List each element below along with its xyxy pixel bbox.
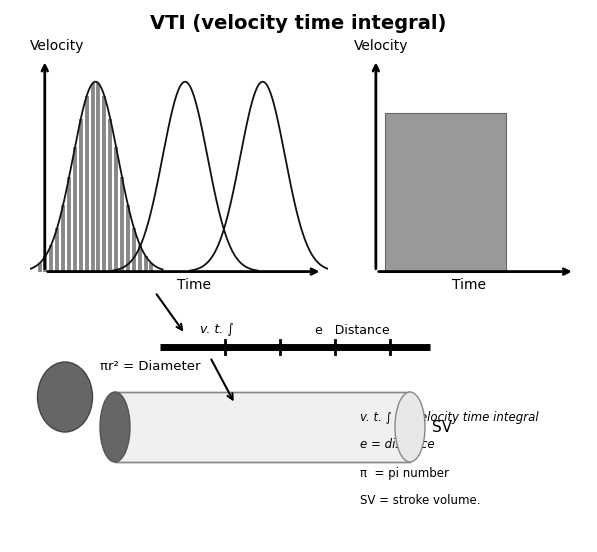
Ellipse shape	[395, 392, 425, 462]
Text: Time: Time	[452, 278, 485, 292]
Text: π  = pi number: π = pi number	[360, 466, 449, 480]
Text: SV: SV	[432, 420, 452, 434]
Text: Velocity: Velocity	[30, 39, 84, 53]
Text: SV = stroke volume.: SV = stroke volume.	[360, 495, 481, 507]
Text: πr² = Diameter: πr² = Diameter	[100, 360, 201, 374]
Text: Time: Time	[177, 278, 211, 292]
Bar	[115, 392, 410, 462]
Bar	[384, 113, 506, 272]
Ellipse shape	[100, 392, 130, 462]
Text: Velocity: Velocity	[354, 39, 408, 53]
Text: e   Distance: e Distance	[315, 323, 390, 337]
Text: VTI (velocity time integral): VTI (velocity time integral)	[150, 14, 447, 33]
Text: v. t. ∫: v. t. ∫	[200, 323, 234, 337]
Ellipse shape	[38, 362, 93, 432]
Text: v. t. ∫  = velocity time integral: v. t. ∫ = velocity time integral	[360, 411, 538, 423]
Text: e = distance: e = distance	[360, 438, 435, 452]
